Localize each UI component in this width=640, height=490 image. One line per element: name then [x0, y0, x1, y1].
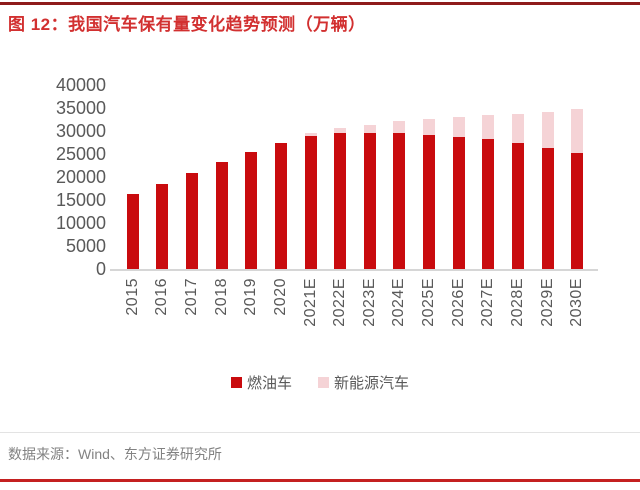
legend-item: 新能源汽车 — [318, 372, 409, 393]
bar-column — [207, 85, 237, 269]
bar-segment-fuel — [363, 132, 376, 269]
bar-column — [237, 85, 267, 269]
x-tick-label: 2020 — [271, 278, 289, 316]
bar-column — [474, 85, 504, 269]
bar-column — [385, 85, 415, 269]
x-tick-label: 2023E — [360, 278, 378, 327]
bar-segment-fuel — [304, 135, 317, 269]
chart-title: 图 12：我国汽车保有量变化趋势预测（万辆） — [8, 15, 366, 34]
x-tick-label: 2019 — [242, 278, 260, 316]
x-tick-label: 2030E — [568, 278, 586, 327]
bar-segment-fuel — [156, 183, 169, 269]
x-tick-label: 2021E — [301, 278, 319, 327]
bar-column — [444, 85, 474, 269]
bar-segment-fuel — [452, 136, 465, 269]
bar-segment-fuel — [393, 132, 406, 269]
x-tick-label: 2017 — [183, 278, 201, 316]
y-tick-label: 15000 — [55, 190, 106, 210]
y-tick-label: 40000 — [55, 75, 106, 95]
x-tick-label: 2015 — [123, 278, 141, 316]
x-tick-label: 2016 — [153, 278, 171, 316]
bar-segment-fuel — [274, 142, 287, 269]
separator-line — [0, 432, 640, 433]
bar-series — [118, 85, 592, 269]
bar-segment-nev — [393, 120, 406, 133]
x-tick-label: 2018 — [212, 278, 230, 316]
bar-segment-nev — [452, 116, 465, 137]
x-tick-label: 2026E — [449, 278, 467, 327]
bar-segment-nev — [511, 113, 524, 144]
plot-area — [118, 85, 592, 269]
bar-column — [148, 85, 178, 269]
x-tick-label: 2022E — [331, 278, 349, 327]
top-rule-line — [0, 2, 640, 5]
legend-label: 燃油车 — [246, 375, 292, 392]
bar-segment-fuel — [541, 148, 554, 269]
x-axis-labels: 2015 2016 2017 2018 2019 2020 2021E 2022E 2023E 2… — [118, 278, 592, 362]
x-axis-line — [110, 269, 598, 271]
x-tick-label: 2024E — [390, 278, 408, 327]
data-source-note: 数据来源：Wind、东方证券研究所 — [8, 446, 222, 462]
y-tick-label: 20000 — [55, 167, 106, 187]
bar-segment-fuel — [126, 194, 139, 269]
bar-segment-fuel — [245, 152, 258, 269]
bar-segment-fuel — [423, 134, 436, 269]
bar-segment-nev — [423, 118, 436, 135]
x-tick-label: 2027E — [479, 278, 497, 327]
bar-segment-nev — [304, 133, 317, 136]
bar-segment-nev — [363, 124, 376, 133]
bottom-rule-line — [0, 479, 640, 482]
bar-column — [414, 85, 444, 269]
legend-item: 燃油车 — [230, 372, 292, 393]
bar-segment-fuel — [215, 162, 228, 269]
bar-column — [296, 85, 326, 269]
y-tick-label: 0 — [95, 259, 106, 279]
y-tick-label: 25000 — [55, 144, 106, 164]
bar-column — [266, 85, 296, 269]
bar-segment-fuel — [186, 172, 199, 269]
bar-column — [503, 85, 533, 269]
x-tick-label: 2025E — [420, 278, 438, 327]
bar-segment-nev — [571, 108, 584, 154]
x-tick-label: 2028E — [508, 278, 526, 327]
bar-column — [533, 85, 563, 269]
bar-column — [562, 85, 592, 269]
bar-column — [325, 85, 355, 269]
x-tick-label: 2029E — [538, 278, 556, 327]
legend-label: 新能源汽车 — [334, 375, 410, 392]
bar-column — [177, 85, 207, 269]
bar-column — [118, 85, 148, 269]
bar-column — [355, 85, 385, 269]
legend-swatch-icon — [230, 377, 242, 388]
legend-swatch-icon — [318, 377, 329, 388]
bar-segment-fuel — [482, 139, 495, 269]
chart-legend: 燃油车 新能源汽车 — [0, 372, 640, 393]
bar-segment-fuel — [571, 153, 584, 269]
bar-segment-nev — [482, 115, 495, 140]
bar-segment-fuel — [334, 133, 347, 269]
y-tick-label: 5000 — [65, 236, 106, 256]
y-tick-label: 30000 — [55, 121, 106, 141]
bar-segment-nev — [334, 128, 347, 134]
bar-segment-nev — [541, 111, 554, 149]
bar-segment-fuel — [511, 143, 524, 269]
y-tick-label: 35000 — [55, 98, 106, 118]
y-tick-label: 10000 — [55, 213, 106, 233]
